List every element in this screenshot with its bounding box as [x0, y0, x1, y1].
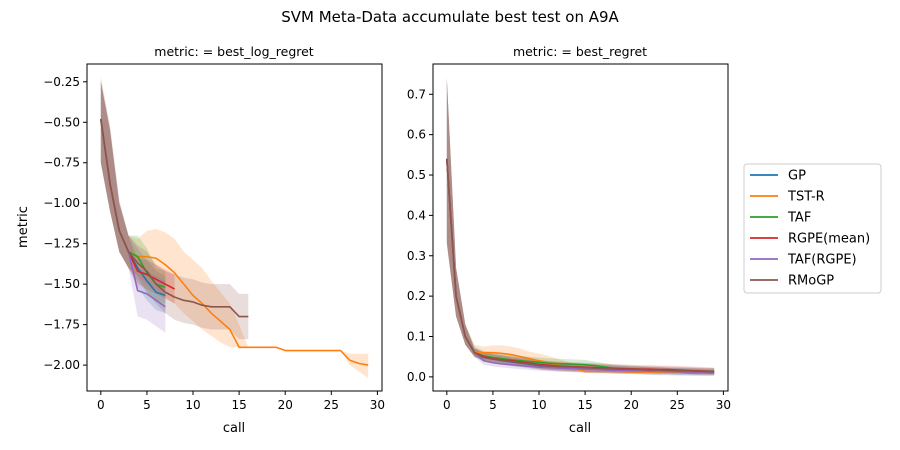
y-tick-label: −0.25	[43, 75, 80, 89]
x-tick-label: 5	[143, 398, 151, 412]
confidence-bands	[446, 78, 715, 377]
y-tick-label: −1.50	[43, 277, 80, 291]
legend-label-taf: TAF	[787, 211, 811, 226]
x-axis-ticks: 0 5 10 15 20 25 30	[443, 391, 731, 412]
y-tick-label: −1.00	[43, 196, 80, 210]
band-tst-r	[446, 78, 715, 374]
series-line-tst-r	[100, 118, 369, 366]
x-axis-ticks: 0 5 10 15 20 25 30	[97, 391, 385, 412]
x-tick-label: 25	[324, 398, 339, 412]
figure-title: SVM Meta-Data accumulate best test on A9…	[281, 8, 619, 26]
legend-label-rgpe-mean: RGPE(mean)	[788, 232, 870, 247]
y-axis-label: metric	[16, 206, 31, 248]
series-lines	[446, 158, 715, 375]
x-tick-label: 30	[716, 398, 731, 412]
y-tick-label: 0.6	[407, 128, 426, 142]
band-gp	[446, 78, 715, 377]
x-axis-label: call	[569, 421, 591, 436]
y-tick-label: 0.5	[407, 168, 426, 182]
band-gp	[100, 81, 166, 314]
x-axis-label: call	[223, 421, 245, 436]
y-tick-label: −2.00	[43, 358, 80, 372]
x-tick-label: 20	[624, 398, 639, 412]
y-tick-label: −0.50	[43, 115, 80, 129]
series-line-rmogp	[100, 118, 249, 318]
series-lines	[100, 118, 369, 366]
y-tick-label: 0.2	[407, 289, 426, 303]
band-rgpe-mean	[100, 81, 175, 304]
x-tick-label: 10	[185, 398, 200, 412]
x-tick-label: 30	[370, 398, 385, 412]
x-tick-label: 15	[577, 398, 592, 412]
y-axis-ticks: −2.00 −1.75 −1.50 −1.25 −1.00 −0.75 −0.50 −0.25	[43, 75, 87, 372]
y-tick-label: 0.4	[407, 208, 426, 222]
x-tick-label: 0	[443, 398, 451, 412]
subplot-title: metric: = best_regret	[513, 44, 647, 59]
axes-frame	[432, 63, 729, 392]
legend-box	[743, 163, 882, 294]
band-rmogp	[100, 76, 249, 340]
x-tick-label: 25	[670, 398, 685, 412]
legend: GP TST-R TAF RGPE(mean) TAF(RGPE) RMoGP	[743, 163, 882, 294]
y-tick-label: −0.75	[43, 156, 80, 170]
y-tick-label: 0.3	[407, 249, 426, 263]
y-axis-ticks: 0.0 0.1 0.2 0.3 0.4 0.5 0.6 0.7	[407, 87, 433, 384]
x-tick-label: 20	[278, 398, 293, 412]
legend-items: GP TST-R TAF RGPE(mean) TAF(RGPE) RMoGP	[750, 169, 870, 289]
x-tick-label: 15	[231, 398, 246, 412]
band-tst-r	[100, 81, 369, 379]
y-tick-label: 0.0	[407, 370, 426, 384]
subplot-title: metric: = best_log_regret	[154, 44, 314, 59]
legend-label-gp: GP	[788, 169, 806, 184]
axes-frame	[86, 63, 383, 392]
legend-label-rmogp: RMoGP	[788, 274, 834, 289]
band-taf-rgpe	[100, 81, 166, 333]
y-tick-label: 0.1	[407, 330, 426, 344]
legend-label-taf-rgpe: TAF(RGPE)	[787, 253, 857, 268]
x-tick-label: 0	[97, 398, 105, 412]
y-tick-label: −1.25	[43, 237, 80, 251]
x-tick-label: 10	[531, 398, 546, 412]
series-line-taf-rgpe	[446, 158, 715, 374]
y-tick-label: 0.7	[407, 87, 426, 101]
series-line-rmogp	[446, 158, 715, 373]
y-tick-label: −1.75	[43, 318, 80, 332]
x-tick-label: 5	[489, 398, 497, 412]
legend-label-tst-r: TST-R	[787, 190, 825, 205]
subplot-best-regret: metric: = best_regret 0 5 10 15 20 25 30 0.00.…	[407, 44, 731, 436]
subplot-best-log-regret: metric: = best_log_regret 0 5 10 15 20 25 30 −…	[16, 44, 385, 436]
